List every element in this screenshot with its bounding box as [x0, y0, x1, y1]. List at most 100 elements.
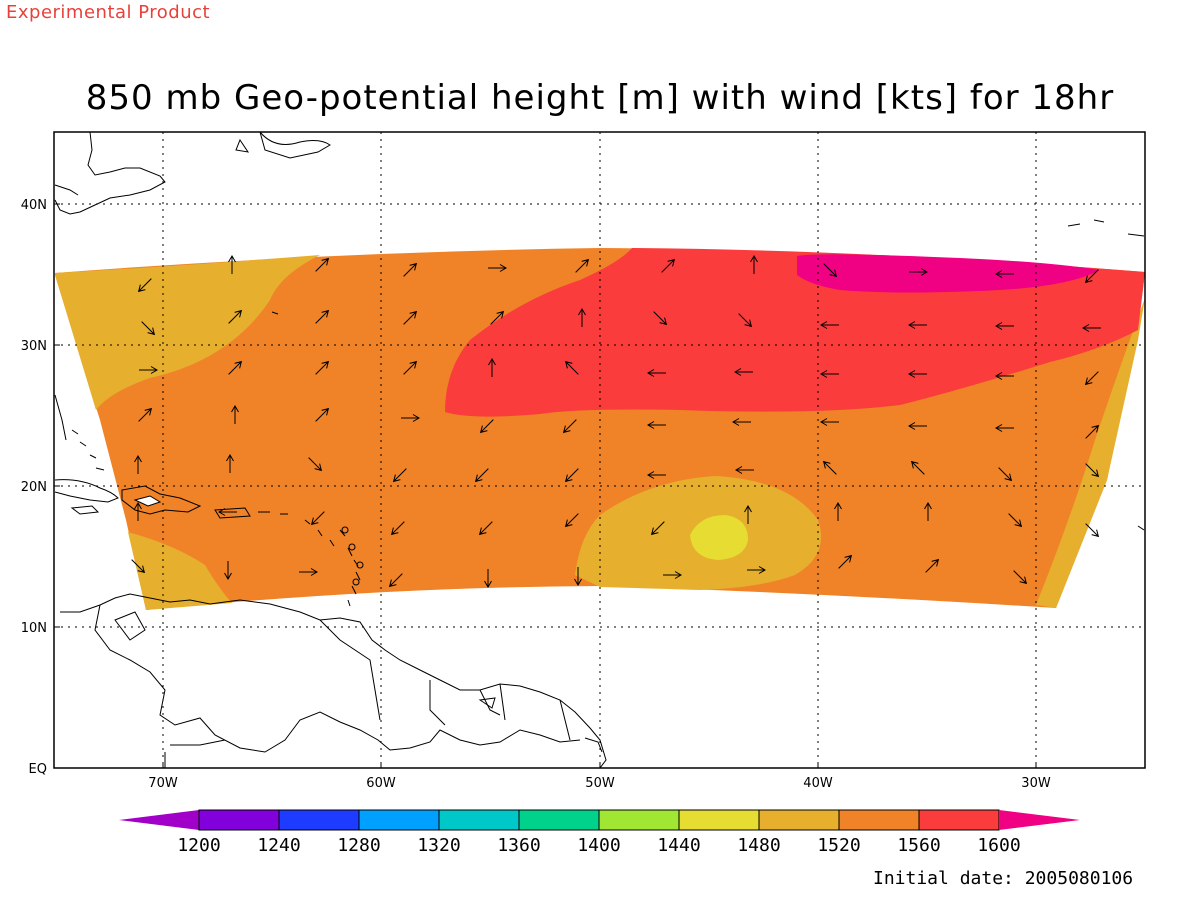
wind-arrow	[1082, 324, 1101, 332]
contour-fill-1600	[445, 248, 1145, 417]
wind-arrow	[823, 263, 838, 278]
lon-label-60w: 60W	[366, 776, 396, 791]
wind-arrow	[392, 468, 407, 483]
wind-arrow	[488, 358, 496, 377]
colorbar-label: 1480	[737, 835, 780, 856]
wind-arrow	[735, 466, 754, 474]
wind-arrow	[908, 321, 927, 329]
wind-arrow	[820, 418, 839, 426]
colorbar-swatch	[518, 809, 600, 831]
experimental-product-tag: Experimental Product	[6, 2, 211, 23]
lat-label-10n: 10N	[21, 621, 47, 636]
wind-arrow	[750, 255, 758, 274]
coastlines	[54, 131, 1145, 769]
wind-arrow	[653, 311, 668, 326]
wind-arrow	[141, 321, 156, 336]
wind-arrow	[131, 559, 146, 574]
lat-label-20n: 20N	[21, 480, 47, 495]
wind-arrow	[663, 571, 682, 579]
map-frame	[53, 131, 1146, 769]
colorbar-swatch	[918, 809, 1000, 831]
axis-ticks	[54, 203, 1037, 768]
lat-label-40n: 40N	[21, 198, 47, 213]
colorbar-label: 1520	[817, 835, 860, 856]
wind-arrow	[1084, 269, 1099, 284]
wind-arrow	[575, 258, 590, 273]
lon-label-30w: 30W	[1021, 776, 1051, 791]
map-title: 850 mb Geo-potential height [m] with win…	[85, 78, 1115, 118]
wind-arrow	[134, 455, 142, 474]
contour-fill-1480	[690, 515, 748, 560]
colorbar-label: 1320	[417, 835, 460, 856]
wind-arrow	[834, 502, 842, 521]
colorbar: 1200 1240 1280 1320 1360 1400 1440 1480 …	[119, 809, 1080, 856]
wind-arrow	[310, 511, 325, 526]
wind-arrow	[908, 422, 927, 430]
wind-arrow	[908, 370, 927, 378]
wind-arrow	[562, 419, 577, 434]
wind-arrow	[647, 421, 666, 429]
wind-arrow	[650, 521, 665, 536]
height-contour-fills	[55, 248, 1145, 610]
wind-arrow	[403, 360, 418, 375]
wind-arrow	[564, 468, 579, 483]
wind-arrow	[995, 372, 1014, 380]
wind-arrow	[138, 407, 153, 422]
colorbar-swatch	[678, 809, 760, 831]
colorbar-label: 1240	[257, 835, 300, 856]
wind-arrow	[315, 309, 330, 324]
lon-label-50w: 50W	[585, 776, 615, 791]
wind-arrow	[564, 360, 579, 375]
wind-arrow	[139, 366, 158, 374]
colorbar-label: 1280	[337, 835, 380, 856]
wind-arrow	[484, 569, 492, 588]
wind-arrow	[661, 258, 676, 273]
wind-arrow	[1085, 424, 1100, 439]
wind-arrow	[134, 502, 142, 521]
lon-label-70w: 70W	[148, 776, 178, 791]
contour-fill-1520-southwest	[128, 532, 232, 610]
wind-arrow	[299, 568, 318, 576]
wind-arrow	[574, 567, 582, 586]
wind-arrow	[1085, 463, 1100, 478]
wind-arrow	[1008, 513, 1023, 528]
lon-label-40w: 40W	[803, 776, 833, 791]
wind-arrow	[315, 360, 330, 375]
wind-arrow	[403, 262, 418, 277]
contour-fill-1560	[55, 248, 1145, 610]
wind-arrow	[822, 460, 837, 475]
colorbar-label: 1400	[577, 835, 620, 856]
colorbar-swatch	[598, 809, 680, 831]
wind-arrow	[820, 321, 839, 329]
colorbar-swatch	[838, 809, 920, 831]
colorbar-swatch	[438, 809, 520, 831]
colorbar-swatch	[198, 809, 280, 831]
colorbar-label: 1200	[177, 835, 220, 856]
lat-label-eq: EQ	[29, 762, 47, 777]
wind-arrow	[1085, 523, 1100, 538]
wind-arrow	[226, 454, 234, 473]
wind-arrow	[1084, 371, 1099, 386]
wind-arrow	[995, 424, 1014, 432]
colorbar-swatch	[358, 809, 440, 831]
wind-arrow	[478, 521, 493, 536]
lat-lon-grid	[54, 132, 1145, 768]
colorbar-swatch	[758, 809, 840, 831]
wind-arrow	[228, 360, 243, 375]
wind-arrow	[315, 407, 330, 422]
wind-arrow	[995, 322, 1014, 330]
initial-date: Initial date: 2005080106	[873, 868, 1134, 889]
wind-arrow	[564, 513, 579, 528]
wind-arrow	[388, 573, 403, 588]
wind-arrow	[647, 369, 666, 377]
wind-arrow	[401, 414, 420, 422]
wind-arrow	[137, 278, 152, 293]
wind-arrow	[390, 521, 405, 536]
wind-arrow	[403, 310, 418, 325]
wind-arrow	[925, 558, 940, 573]
wind-arrow	[838, 554, 853, 569]
wind-arrow	[218, 508, 237, 516]
wind-arrow	[924, 502, 932, 521]
contour-fill-1520-west	[55, 255, 320, 410]
